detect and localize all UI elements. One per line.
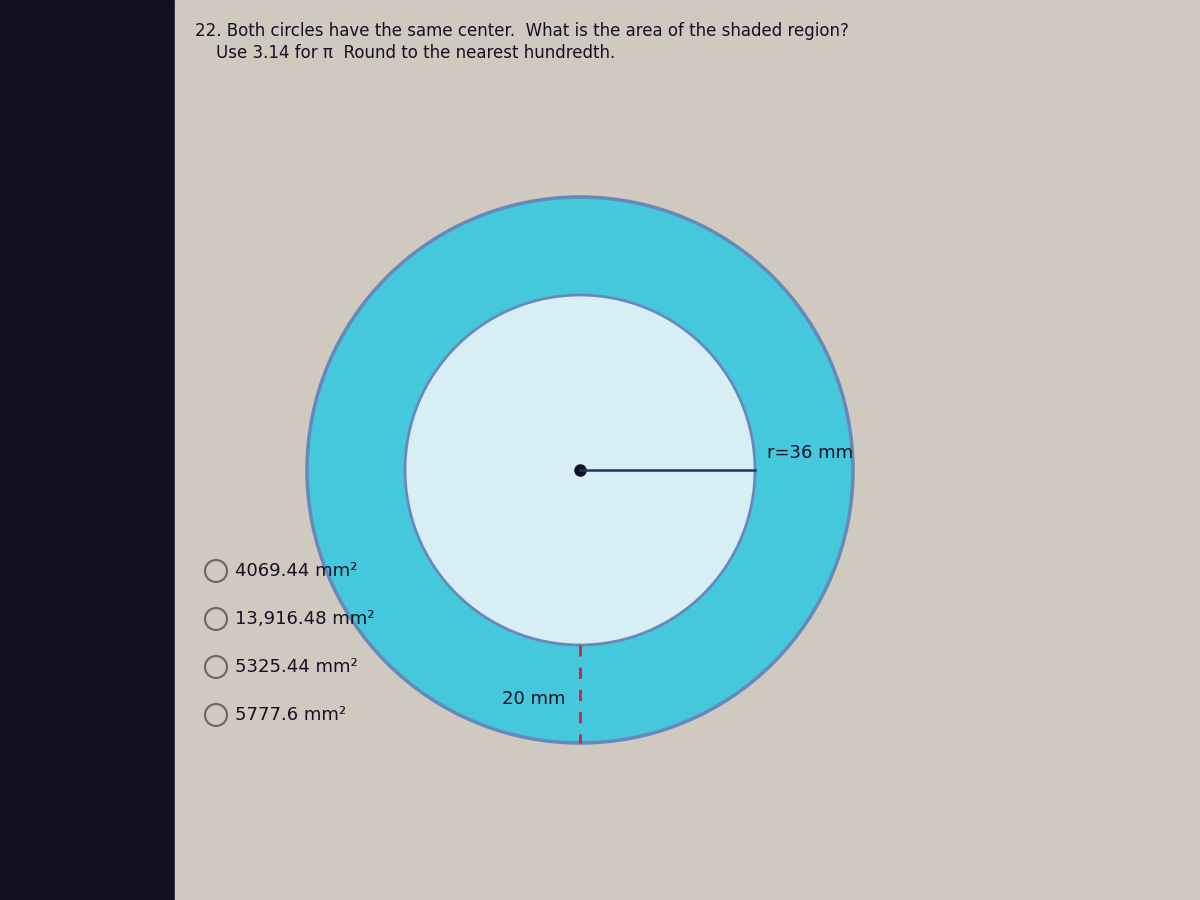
Text: 22. Both circles have the same center.  What is the area of the shaded region?: 22. Both circles have the same center. W… [194, 22, 848, 40]
Text: Use 3.14 for π  Round to the nearest hundredth.: Use 3.14 for π Round to the nearest hund… [194, 44, 616, 62]
Circle shape [307, 197, 853, 743]
Bar [175, 0, 1200, 900]
Bar [0, 0, 175, 900]
Text: 4069.44 mm²: 4069.44 mm² [235, 562, 358, 580]
Text: r=36 mm: r=36 mm [767, 444, 853, 462]
Text: 5325.44 mm²: 5325.44 mm² [235, 658, 358, 676]
Text: 5777.6 mm²: 5777.6 mm² [235, 706, 346, 724]
Circle shape [406, 295, 755, 645]
Text: 20 mm: 20 mm [502, 690, 565, 708]
Text: 13,916.48 mm²: 13,916.48 mm² [235, 610, 374, 628]
